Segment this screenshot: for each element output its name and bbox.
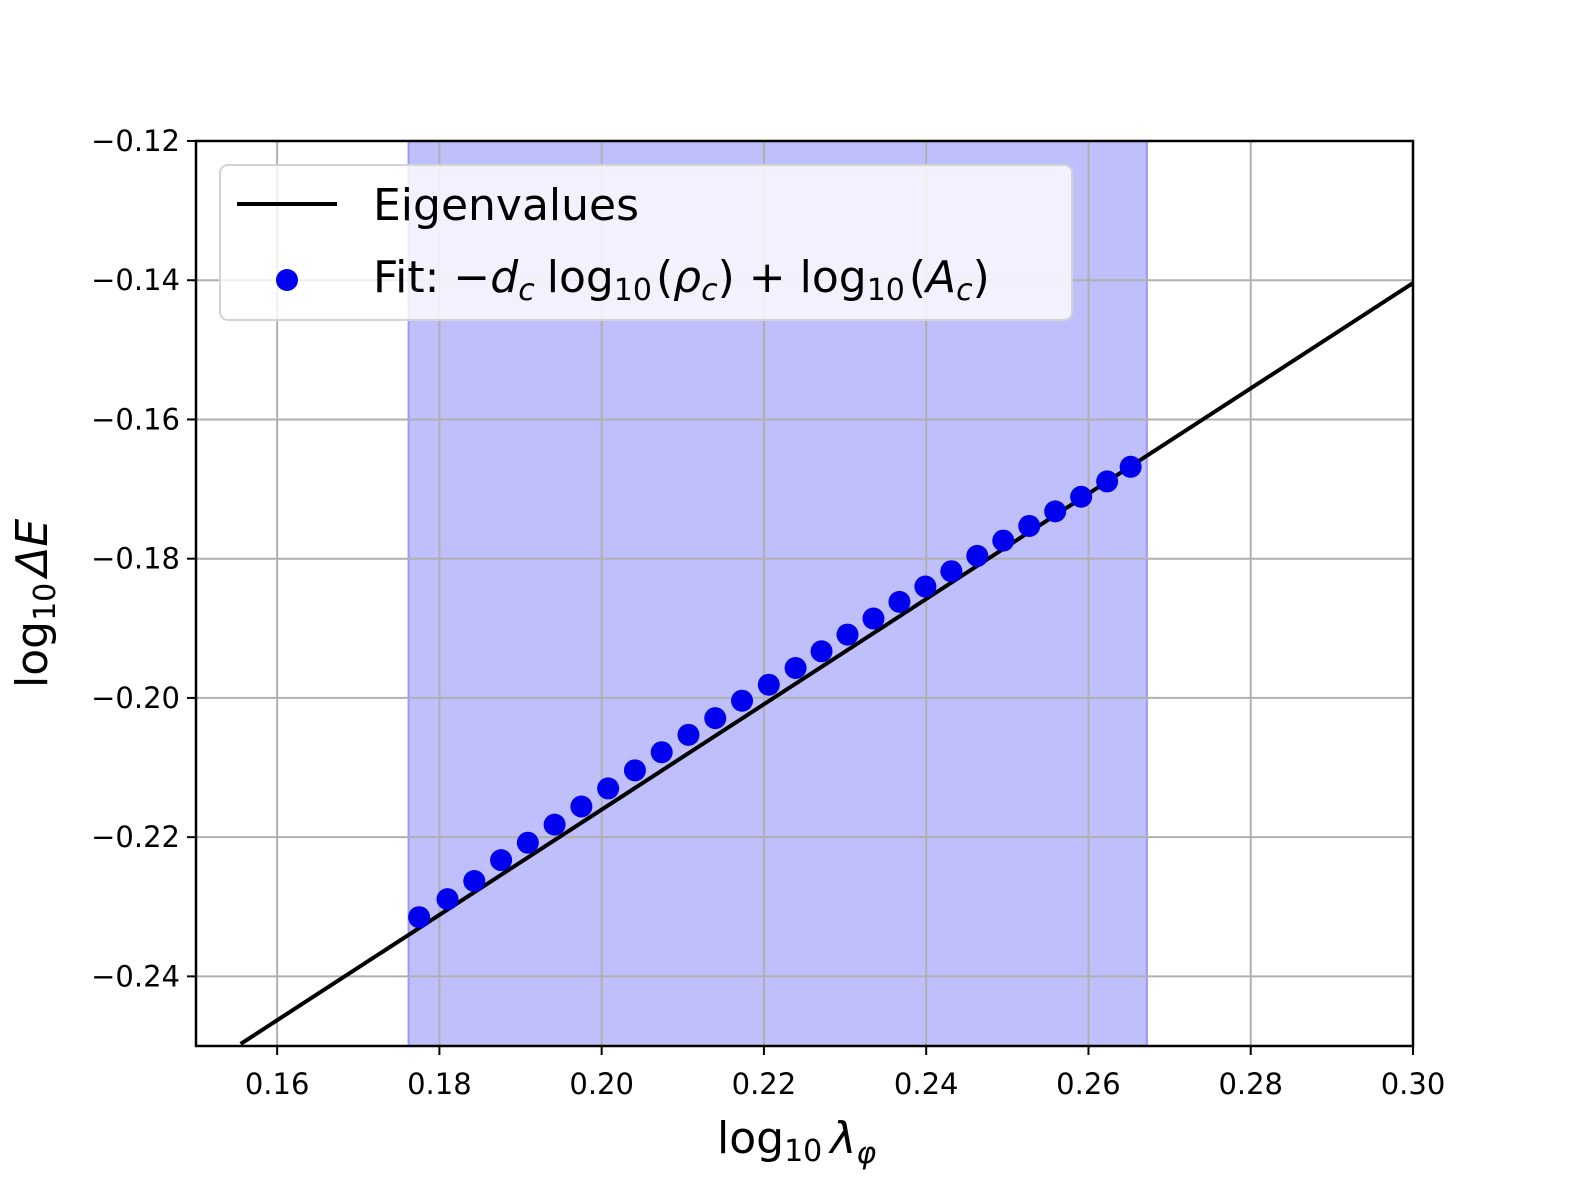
- fit-point: [597, 777, 620, 800]
- y-axis-label-delta: ΔE: [7, 519, 58, 580]
- legend-fit-prefix: Fit:: [373, 252, 453, 303]
- x-axis-label: log10 λφ: [717, 1113, 876, 1171]
- fit-point: [677, 723, 700, 746]
- fit-point: [1119, 455, 1142, 478]
- fit-point: [836, 623, 859, 646]
- fit-point: [784, 656, 807, 679]
- legend-fit-log2-sub: 10: [867, 273, 905, 308]
- legend-fit-log2: log: [800, 252, 867, 303]
- fit-point: [490, 849, 513, 872]
- legend-marker-swatch: [276, 269, 298, 291]
- x-tick-label: 0.18: [407, 1067, 472, 1101]
- x-ticks: 0.16 0.18 0.20 0.22 0.24 0.26 0.28 0.30: [245, 1046, 1445, 1101]
- fit-point: [810, 640, 833, 663]
- x-axis-label-sub: 10: [784, 1134, 822, 1169]
- y-tick-label: −0.18: [91, 542, 180, 576]
- fit-point: [623, 759, 646, 782]
- plot-frame: [194, 139, 1415, 1048]
- fit-point: [966, 544, 989, 567]
- x-tick-label: 0.24: [894, 1067, 959, 1101]
- fit-point: [888, 590, 911, 613]
- fit-point: [543, 813, 566, 836]
- fit-point: [463, 870, 486, 893]
- fit-point: [940, 560, 963, 583]
- fit-point: [731, 689, 754, 712]
- fit-point: [862, 607, 885, 630]
- y-tick-label: −0.16: [91, 402, 180, 436]
- y-tick-label: −0.12: [91, 124, 180, 158]
- y-tick-label: −0.14: [91, 263, 180, 297]
- y-tick-label: −0.22: [91, 820, 180, 854]
- y-axis-label-sub: 10: [28, 583, 63, 621]
- fit-point: [408, 906, 431, 929]
- legend-fit-d: d: [490, 252, 519, 303]
- legend: Eigenvalues Fit: −dc log10(ρc) + log10(Ac…: [219, 164, 1073, 321]
- fit-point: [914, 575, 937, 598]
- x-tick-label: 0.30: [1381, 1067, 1446, 1101]
- x-axis-label-phi: φ: [856, 1136, 876, 1171]
- fit-point: [1018, 514, 1041, 537]
- legend-fit-log1-sub: 10: [614, 273, 652, 308]
- x-tick-label: 0.28: [1218, 1067, 1283, 1101]
- line-layer: [239, 281, 1415, 1046]
- fit-point: [436, 888, 459, 911]
- legend-fit-log1: log: [547, 252, 614, 303]
- legend-fit-minus: −: [453, 252, 490, 303]
- fit-point: [1096, 470, 1119, 493]
- legend-fit-rho-sub: c: [701, 273, 718, 308]
- fit-point: [704, 707, 727, 730]
- x-tick-label: 0.20: [569, 1067, 634, 1101]
- eigenvalues-line: [239, 281, 1415, 1046]
- legend-fit-open2: (: [909, 252, 926, 303]
- fit-point: [650, 741, 673, 764]
- legend-fit-d-sub: c: [518, 273, 535, 308]
- fit-point: [757, 673, 780, 696]
- y-tick-label: −0.20: [91, 681, 180, 715]
- legend-fit-rho: ρ: [673, 252, 701, 303]
- fit-point: [992, 529, 1015, 552]
- fit-point: [570, 795, 593, 818]
- x-tick-label: 0.16: [245, 1067, 310, 1101]
- legend-fit-close1: ): [718, 252, 735, 303]
- y-axis-label: log10ΔE: [7, 519, 63, 688]
- legend-fit-open1: (: [656, 252, 673, 303]
- legend-box: [219, 164, 1073, 321]
- legend-fit-A: A: [923, 252, 956, 303]
- x-tick-label: 0.22: [732, 1067, 797, 1101]
- legend-fit-close2: ): [973, 252, 990, 303]
- y-axis-label-log: log: [7, 621, 58, 688]
- x-axis-label-lambda: λ: [828, 1113, 856, 1164]
- fit-point: [1070, 485, 1093, 508]
- legend-fit-A-sub: c: [956, 273, 973, 308]
- legend-line-label: Eigenvalues: [373, 180, 639, 231]
- x-tick-label: 0.26: [1056, 1067, 1121, 1101]
- points-layer: [408, 455, 1142, 929]
- fit-point: [1044, 500, 1067, 523]
- legend-fit-label: Fit: −dc log10(ρc) + log10(Ac): [373, 252, 990, 308]
- legend-fit-plus: +: [735, 252, 800, 303]
- y-tick-label: −0.24: [91, 959, 180, 993]
- x-axis-label-log: log: [717, 1113, 784, 1164]
- fit-point: [516, 831, 539, 854]
- y-ticks: −0.12 −0.14 −0.16 −0.18 −0.20 −0.22 −0.24: [91, 124, 196, 993]
